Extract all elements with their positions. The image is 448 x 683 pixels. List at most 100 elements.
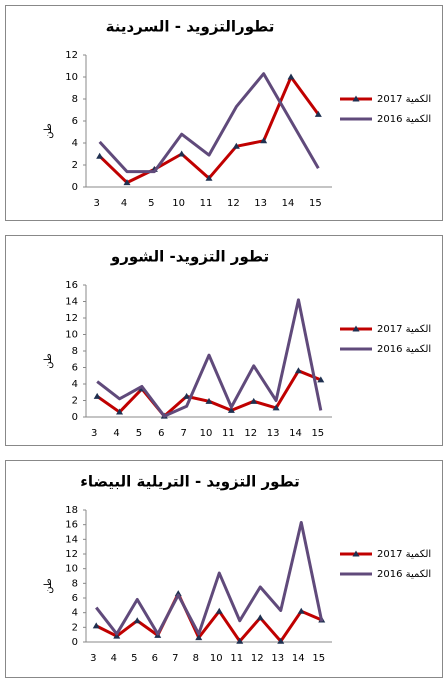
x-tick-label: 12 xyxy=(227,198,240,209)
y-tick-label: 2 xyxy=(72,160,78,171)
x-tick-label: 6 xyxy=(152,653,158,664)
point-marker xyxy=(215,607,223,614)
x-tick-label: 11 xyxy=(230,653,243,664)
x-tick-label: 12 xyxy=(244,428,257,439)
y-tick-label: 6 xyxy=(72,116,78,127)
y-tick-label: 2 xyxy=(72,622,78,633)
y-tick-label: 0 xyxy=(72,412,78,423)
point-marker xyxy=(272,404,280,411)
y-tick-label: 14 xyxy=(65,297,78,308)
y-axis-label: طن xyxy=(43,123,54,139)
point-marker xyxy=(116,408,124,415)
x-tick-label: 7 xyxy=(180,428,186,439)
y-tick-label: 0 xyxy=(72,637,78,648)
point-marker xyxy=(227,406,235,413)
y-tick-label: 8 xyxy=(72,578,78,589)
point-marker xyxy=(205,397,213,404)
chart-title: تطور التزويد - التريلية البيضاء xyxy=(80,473,300,491)
y-tick-label: 0 xyxy=(72,182,78,193)
y-tick-label: 12 xyxy=(65,50,78,61)
y-tick-label: 16 xyxy=(65,520,78,531)
legend-label: 2017 الكمية xyxy=(377,549,431,560)
point-marker xyxy=(294,367,302,374)
x-tick-label: 3 xyxy=(91,428,97,439)
point-marker xyxy=(236,637,244,644)
point-marker xyxy=(183,392,191,399)
point-marker xyxy=(93,392,101,399)
y-tick-label: 18 xyxy=(65,505,78,516)
x-tick-label: 3 xyxy=(90,653,96,664)
series-line xyxy=(95,520,324,636)
y-tick-label: 14 xyxy=(65,534,78,545)
y-tick-label: 4 xyxy=(72,138,78,149)
y-tick-label: 2 xyxy=(72,396,78,407)
chart: تطورالتزويد - السردينة طن 0 2 4 6 8 10 12 3 4 5 10 11… xyxy=(5,5,443,221)
chart-frame xyxy=(5,460,443,678)
x-tick-label: 3 xyxy=(93,198,99,209)
chart-frame xyxy=(5,5,443,221)
point-marker xyxy=(287,73,295,80)
x-tick-label: 5 xyxy=(148,198,154,209)
y-tick-label: 16 xyxy=(65,280,78,291)
y-tick-label: 12 xyxy=(65,313,78,324)
x-tick-label: 14 xyxy=(289,428,302,439)
x-tick-label: 15 xyxy=(312,653,325,664)
legend-marker xyxy=(352,550,360,557)
x-tick-label: 14 xyxy=(282,198,295,209)
chart: تطور التزويد - التريلية البيضاء طن 0 2 4 6 8 10… xyxy=(5,460,443,678)
x-tick-label: 11 xyxy=(200,198,213,209)
x-tick-label: 4 xyxy=(113,428,119,439)
y-tick-label: 6 xyxy=(72,363,78,374)
y-tick-label: 10 xyxy=(65,564,78,575)
y-tick-label: 10 xyxy=(65,330,78,341)
point-marker xyxy=(205,174,213,181)
legend-label: 2017 الكمية xyxy=(377,324,431,335)
legend-label: 2017 الكمية xyxy=(377,94,431,105)
point-marker xyxy=(256,614,264,621)
x-tick-label: 11 xyxy=(222,428,235,439)
x-tick-label: 13 xyxy=(271,653,284,664)
y-axis-label: طن xyxy=(43,353,54,369)
chart-frame xyxy=(5,235,443,446)
x-tick-label: 13 xyxy=(254,198,267,209)
y-tick-label: 8 xyxy=(72,346,78,357)
y-tick-label: 6 xyxy=(72,593,78,604)
legend-label: 2016 الكمية xyxy=(377,114,431,125)
x-tick-label: 8 xyxy=(193,653,199,664)
point-marker xyxy=(314,110,322,117)
x-tick-label: 6 xyxy=(158,428,164,439)
legend-marker xyxy=(352,95,360,102)
legend-label: 2016 الكمية xyxy=(377,344,431,355)
point-marker xyxy=(277,637,285,644)
x-tick-label: 10 xyxy=(200,428,213,439)
x-tick-label: 12 xyxy=(251,653,264,664)
x-tick-label: 5 xyxy=(136,428,142,439)
x-tick-label: 13 xyxy=(267,428,280,439)
legend-marker xyxy=(352,325,360,332)
point-marker xyxy=(96,152,104,159)
point-marker xyxy=(133,617,141,624)
point-marker xyxy=(232,142,240,149)
x-tick-label: 7 xyxy=(172,653,178,664)
chart-title: تطورالتزويد - السردينة xyxy=(106,18,275,36)
point-marker xyxy=(195,634,203,641)
point-marker xyxy=(260,137,268,144)
chart-title: تطور التزويد- الشورو xyxy=(110,248,269,266)
series-line xyxy=(95,592,323,643)
x-tick-label: 4 xyxy=(111,653,117,664)
point-marker xyxy=(317,376,325,383)
y-tick-label: 8 xyxy=(72,94,78,105)
x-tick-label: 10 xyxy=(172,198,185,209)
legend-label: 2016 الكمية xyxy=(377,569,431,580)
series-line xyxy=(98,72,320,174)
y-tick-label: 12 xyxy=(65,549,78,560)
y-tick-label: 4 xyxy=(72,608,78,619)
x-tick-label: 5 xyxy=(131,653,137,664)
x-tick-label: 4 xyxy=(121,198,127,209)
x-tick-label: 10 xyxy=(210,653,223,664)
x-tick-label: 14 xyxy=(292,653,305,664)
y-axis-label: طن xyxy=(43,578,54,594)
point-marker xyxy=(297,607,305,614)
point-marker xyxy=(250,397,258,404)
